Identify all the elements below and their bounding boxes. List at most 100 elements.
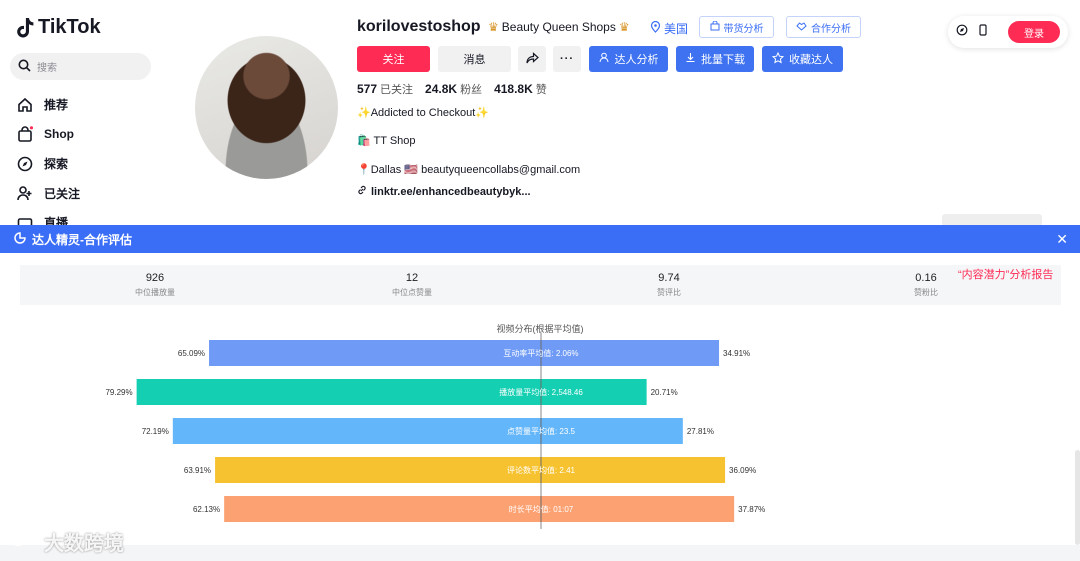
sales-analysis-button[interactable]: 带货分析 xyxy=(699,16,774,38)
sidebar-item-label: Shop xyxy=(44,127,74,142)
download-icon xyxy=(685,52,696,66)
watermark-logo-icon xyxy=(10,529,40,555)
metric-like-comment-ratio: 9.74 赞评比 xyxy=(609,272,729,298)
bag-icon xyxy=(710,20,720,34)
sort-toggle xyxy=(942,214,1042,226)
chart-below-percent: 63.91% xyxy=(184,466,211,475)
top-right-toolbar: 登录 xyxy=(948,16,1068,48)
chart-title: 视频分布(根据平均值) xyxy=(496,324,584,334)
chart-bar-label: 时长平均值: 01:07 xyxy=(509,504,574,514)
compass-icon[interactable] xyxy=(956,23,968,41)
metrics-strip: 926 中位播放量 12 中位点赞量 9.74 赞评比 0.16 赞粉比 xyxy=(20,265,1061,305)
stat-label: 赞 xyxy=(535,84,547,96)
batch-download-label: 批量下载 xyxy=(701,54,745,66)
shop-bag-icon xyxy=(16,125,34,143)
favorite-creator-button[interactable]: 收藏达人 xyxy=(762,46,843,72)
stat-following[interactable]: 577 已关注 xyxy=(357,81,413,97)
star-icon xyxy=(771,51,785,67)
watermark-text: 大数跨境 xyxy=(44,533,124,555)
stat-value: 577 xyxy=(357,82,378,96)
stat-value: 24.8K xyxy=(425,82,458,96)
sidebar-item-home[interactable]: 推荐 xyxy=(16,90,80,120)
metric-label: 中位点赞量 xyxy=(392,288,432,297)
search-icon xyxy=(18,59,31,75)
metric-label: 赞评比 xyxy=(657,288,681,297)
search-placeholder: 搜索 xyxy=(37,63,57,74)
chart-bar[interactable] xyxy=(136,379,647,405)
stat-label: 已关注 xyxy=(380,84,414,96)
login-button[interactable]: 登录 xyxy=(1008,21,1060,43)
profile-username: korilovestoshop xyxy=(357,18,481,35)
panel-title: 达人精灵-合作评估 xyxy=(32,232,132,247)
tiktok-logo[interactable]: TikTok xyxy=(16,16,101,39)
sidebar-item-label: 已关注 xyxy=(44,186,81,201)
metric-value: 926 xyxy=(145,272,165,284)
country-tag: 美国 xyxy=(650,20,688,37)
user-follow-icon xyxy=(16,184,34,202)
mobile-icon[interactable] xyxy=(978,23,988,41)
bio-line: ✨Addicted to Checkout✨ xyxy=(357,107,489,119)
metric-median-views: 926 中位播放量 xyxy=(95,272,215,298)
close-icon[interactable]: ✕ xyxy=(1056,231,1068,247)
chart-below-percent: 72.19% xyxy=(142,427,169,436)
compass-icon xyxy=(16,155,34,173)
chart-bar-label: 评论数平均值: 2.41 xyxy=(507,465,576,475)
sidebar-item-label: 探索 xyxy=(44,157,69,172)
sidebar-item-shop[interactable]: Shop xyxy=(16,120,80,150)
chart-bar-label: 点赞量平均值: 23.5 xyxy=(507,426,576,436)
bottom-bar xyxy=(0,545,1080,561)
metric-value: 9.74 xyxy=(658,272,680,284)
follow-button[interactable]: 关注 xyxy=(357,46,430,72)
avatar xyxy=(195,36,338,179)
chart-above-percent: 27.81% xyxy=(687,427,714,436)
user-search-icon xyxy=(599,52,610,66)
content-potential-report-link[interactable]: “内容潜力”分析报告 xyxy=(958,269,1054,281)
chart-bar-label: 互动率平均值: 2.06% xyxy=(503,348,578,358)
chart-above-percent: 20.71% xyxy=(651,388,678,397)
chart-below-percent: 65.09% xyxy=(178,349,205,358)
sidebar-item-following[interactable]: 已关注 xyxy=(16,179,80,209)
scrollbar[interactable] xyxy=(1075,450,1080,545)
crown-icon: ♛ xyxy=(488,20,499,34)
chart-above-percent: 37.87% xyxy=(738,505,765,514)
tabs-peek xyxy=(0,214,1080,226)
panel-header: 达人精灵-合作评估 ✕ xyxy=(0,225,1080,253)
panel-logo-icon xyxy=(14,231,26,247)
stat-followers[interactable]: 24.8K 粉丝 xyxy=(425,81,482,97)
stat-likes: 418.8K 赞 xyxy=(494,81,547,97)
sales-analysis-label: 带货分析 xyxy=(723,23,764,35)
chart-bar-label: 播放量平均值: 2,548.46 xyxy=(499,387,583,397)
chart-above-percent: 34.91% xyxy=(723,349,750,358)
crown-icon: ♛ xyxy=(618,20,630,34)
metric-label: 中位播放量 xyxy=(135,288,175,297)
search-input[interactable]: 搜索 xyxy=(10,53,151,80)
country-text: 美国 xyxy=(664,22,689,36)
metric-like-follower-ratio: 0.16 赞粉比 xyxy=(866,272,986,298)
chart-bar[interactable] xyxy=(224,496,735,522)
profile-link[interactable]: linktr.ee/enhancedbeautybyk... xyxy=(357,185,531,198)
creator-analysis-button[interactable]: 达人分析 xyxy=(589,46,668,72)
sidebar-item-explore[interactable]: 探索 xyxy=(16,149,80,179)
bio-line: 🛍️ TT Shop xyxy=(357,135,416,147)
profile-link-text: linktr.ee/enhancedbeautybyk... xyxy=(371,185,531,198)
more-button[interactable]: ··· xyxy=(553,46,581,72)
home-icon xyxy=(16,96,34,114)
favorite-creator-label: 收藏达人 xyxy=(789,54,833,66)
metric-label: 赞粉比 xyxy=(914,288,938,297)
cooperation-analysis-button[interactable]: 合作分析 xyxy=(786,16,861,38)
chart-bar[interactable] xyxy=(209,340,720,366)
shop-name-text: Beauty Queen Shops xyxy=(501,20,616,34)
message-button[interactable]: 消息 xyxy=(438,46,511,72)
metric-value: 0.16 xyxy=(915,272,937,284)
share-button[interactable] xyxy=(518,46,546,72)
chart-bar[interactable] xyxy=(172,418,683,444)
chart-below-percent: 62.13% xyxy=(193,505,220,514)
location-pin-icon xyxy=(650,20,661,36)
stat-value: 418.8K xyxy=(494,82,533,96)
creator-analysis-label: 达人分析 xyxy=(614,54,659,66)
chart-above-percent: 36.09% xyxy=(729,466,756,475)
chart-bar[interactable] xyxy=(215,457,726,483)
link-icon xyxy=(357,185,367,198)
cooperation-analysis-label: 合作分析 xyxy=(811,23,851,35)
batch-download-button[interactable]: 批量下载 xyxy=(676,46,754,72)
